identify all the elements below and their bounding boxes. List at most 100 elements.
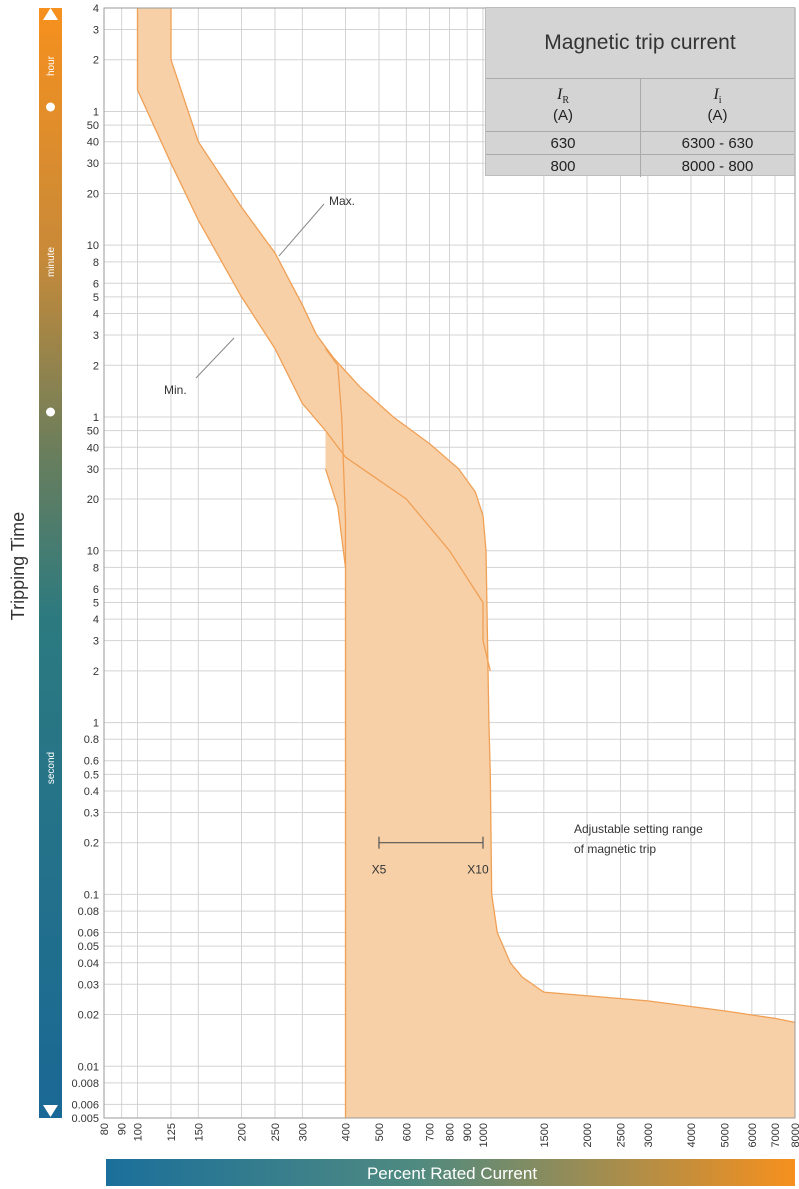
y-tick-label: 0.3: [84, 807, 99, 819]
min-leader-line: [195, 337, 235, 379]
y-tick-label: 3: [93, 24, 99, 36]
y-tick-label: 4: [93, 309, 99, 321]
time-bar-down-arrow-icon: [43, 1105, 58, 1117]
y-tick-label: 3: [93, 636, 99, 648]
y-tick-label: 20: [87, 188, 99, 200]
lower-edge-curve: [324, 468, 347, 1118]
time-bar-up-arrow-icon: [43, 8, 58, 20]
y-tick-label: 10: [87, 240, 99, 252]
y-tick-label: 6: [93, 584, 99, 596]
header-ir: IR (A): [553, 86, 573, 124]
y-tick-label: 1: [93, 106, 99, 118]
setting-range-indicator: X5 X10: [372, 836, 489, 877]
y-tick-label: 0.01: [78, 1061, 99, 1073]
unit-label-minute: minute: [46, 247, 57, 277]
unit-label-hour: hour: [46, 55, 57, 76]
x-tick-label: 400: [340, 1123, 352, 1141]
unit-label-second: second: [46, 752, 57, 784]
x-tick-label: 200: [236, 1123, 248, 1141]
x-tick-label: 1000: [478, 1123, 490, 1147]
y-tick-label: 0.2: [84, 838, 99, 850]
y-tick-label: 5: [93, 292, 99, 304]
y-tick-label: 0.02: [78, 1010, 99, 1022]
y-tick-label: 50: [87, 426, 99, 438]
table-cell: 800: [550, 157, 576, 175]
y-tick-label: 6: [93, 278, 99, 290]
max-curve: [170, 8, 796, 1024]
y-tick-label: 40: [87, 137, 99, 149]
inner-curve: [324, 348, 347, 568]
y-tick-label: 0.06: [78, 928, 99, 940]
y-tick-label: 1: [93, 718, 99, 730]
y-tick-label: 0.1: [84, 889, 99, 901]
y-axis-title: Tripping Time: [8, 512, 28, 620]
x-tick-label: 100: [132, 1123, 144, 1141]
y-tick-label: 0.8: [84, 734, 99, 746]
x-tick-label: 7000: [770, 1123, 782, 1147]
table-row: 630 6300 - 630: [486, 132, 794, 155]
range-start-label: X5: [372, 863, 387, 877]
x-tick-label: 80: [99, 1123, 111, 1135]
x-tick-label: 500: [374, 1123, 386, 1141]
range-title-line2: of magnetic trip: [574, 842, 656, 856]
y-tick-label: 0.05: [78, 941, 99, 953]
max-annotation: Max.: [329, 194, 355, 208]
x-tick-label: 700: [424, 1123, 436, 1141]
y-tick-label: 30: [87, 464, 99, 476]
trip-band: [136, 8, 796, 1118]
y-tick-label: 0.006: [71, 1099, 99, 1111]
x-tick-label: 8000: [790, 1123, 799, 1147]
table-cell: 8000 - 800: [640, 155, 794, 177]
y-tick-label: 3: [93, 330, 99, 342]
x-tick-label: 2500: [615, 1123, 627, 1147]
y-tick-label: 8: [93, 562, 99, 574]
plot-frame: [103, 7, 796, 1119]
x-axis-title-bar: [106, 1159, 795, 1186]
x-axis-title: Percent Rated Current: [367, 1164, 537, 1183]
range-end-label: X10: [467, 863, 489, 877]
y-tick-labels: 432150403020108654321504030201086543210.…: [71, 3, 99, 1125]
min-curve: [136, 8, 491, 672]
x-tick-label: 90: [117, 1123, 129, 1135]
x-tick-label: 250: [270, 1123, 282, 1141]
y-tick-label: 20: [87, 494, 99, 506]
x-tick-label: 300: [297, 1123, 309, 1141]
x-tick-label: 4000: [686, 1123, 698, 1147]
y-tick-label: 1: [93, 412, 99, 424]
x-tick-label: 800: [445, 1123, 457, 1141]
y-tick-label: 0.08: [78, 906, 99, 918]
table-title: Magnetic trip current: [544, 31, 736, 54]
y-tick-label: 2: [93, 55, 99, 67]
x-tick-label: 150: [193, 1123, 205, 1141]
y-tick-label: 0.005: [71, 1113, 99, 1125]
table-row: 800 8000 - 800: [486, 155, 794, 177]
time-unit-bar: [39, 8, 62, 1118]
y-tick-label: 30: [87, 158, 99, 170]
y-tick-label: 2: [93, 666, 99, 678]
x-tick-label: 900: [462, 1123, 474, 1141]
magnetic-trip-table: Magnetic trip current IR (A) Ii (A) 630 …: [485, 7, 795, 177]
minute-divider-dot-icon: [46, 407, 55, 417]
y-tick-label: 4: [93, 614, 99, 626]
x-tick-label: 2000: [582, 1123, 594, 1147]
x-tick-label: 6000: [747, 1123, 759, 1147]
y-tick-label: 0.03: [78, 979, 99, 991]
y-tick-label: 0.4: [84, 786, 99, 798]
x-tick-labels: 80 90 100 125 150 200 250 300 400 500 600 700 800 900…: [99, 1123, 799, 1147]
x-tick-label: 5000: [719, 1123, 731, 1147]
min-annotation: Min.: [164, 383, 187, 397]
y-tick-label: 0.04: [78, 958, 99, 970]
y-tick-label: 0.6: [84, 756, 99, 768]
table-cell: 630: [550, 134, 576, 152]
y-tick-label: 10: [87, 546, 99, 558]
y-tick-label: 50: [87, 120, 99, 132]
x-tick-label: 125: [166, 1123, 178, 1141]
table-header-row: IR (A) Ii (A): [486, 79, 794, 132]
y-tick-label: 0.5: [84, 769, 99, 781]
y-tick-label: 5: [93, 597, 99, 609]
y-tick-label: 8: [93, 257, 99, 269]
table-cell: 6300 - 630: [640, 132, 794, 154]
x-tick-label: 600: [401, 1123, 413, 1141]
y-tick-label: 40: [87, 442, 99, 454]
